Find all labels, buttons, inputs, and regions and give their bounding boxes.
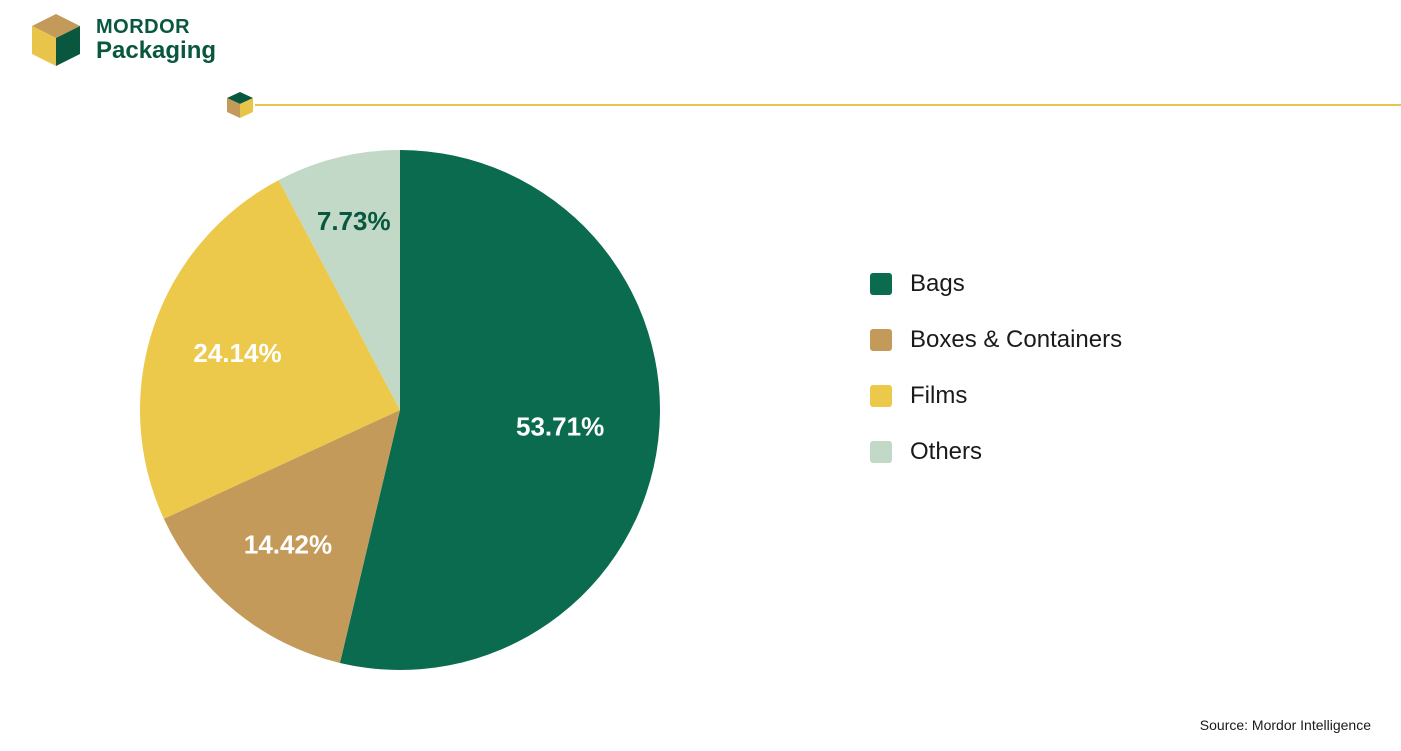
legend-swatch <box>870 385 892 407</box>
legend-label: Bags <box>910 270 965 298</box>
pie-slice-label: 7.73% <box>317 206 391 236</box>
logo-text-line2: Packaging <box>96 38 216 63</box>
legend-item: Others <box>870 438 1122 466</box>
legend: Bags Boxes & Containers Films Others <box>870 270 1122 466</box>
legend-swatch <box>870 441 892 463</box>
legend-swatch <box>870 329 892 351</box>
source-text: Source: Mordor Intelligence <box>1200 717 1371 733</box>
pie-slice-label: 24.14% <box>193 338 281 368</box>
pie-slice-label: 53.71% <box>516 412 604 442</box>
logo-cube-icon <box>28 12 84 68</box>
divider-cube-icon <box>225 90 255 120</box>
brand-logo: MORDOR Packaging <box>28 12 216 68</box>
logo-text-line1: MORDOR <box>96 17 216 38</box>
legend-swatch <box>870 273 892 295</box>
pie-chart: 53.71% 14.42% 24.14% 7.73% <box>130 140 670 680</box>
legend-label: Films <box>910 382 967 410</box>
pie-slice-label: 14.42% <box>244 530 332 560</box>
legend-item: Bags <box>870 270 1122 298</box>
legend-item: Films <box>870 382 1122 410</box>
logo-text: MORDOR Packaging <box>96 17 216 63</box>
divider-line <box>255 104 1401 106</box>
legend-label: Others <box>910 438 982 466</box>
legend-item: Boxes & Containers <box>870 326 1122 354</box>
legend-label: Boxes & Containers <box>910 326 1122 354</box>
divider-rule <box>225 90 1401 120</box>
